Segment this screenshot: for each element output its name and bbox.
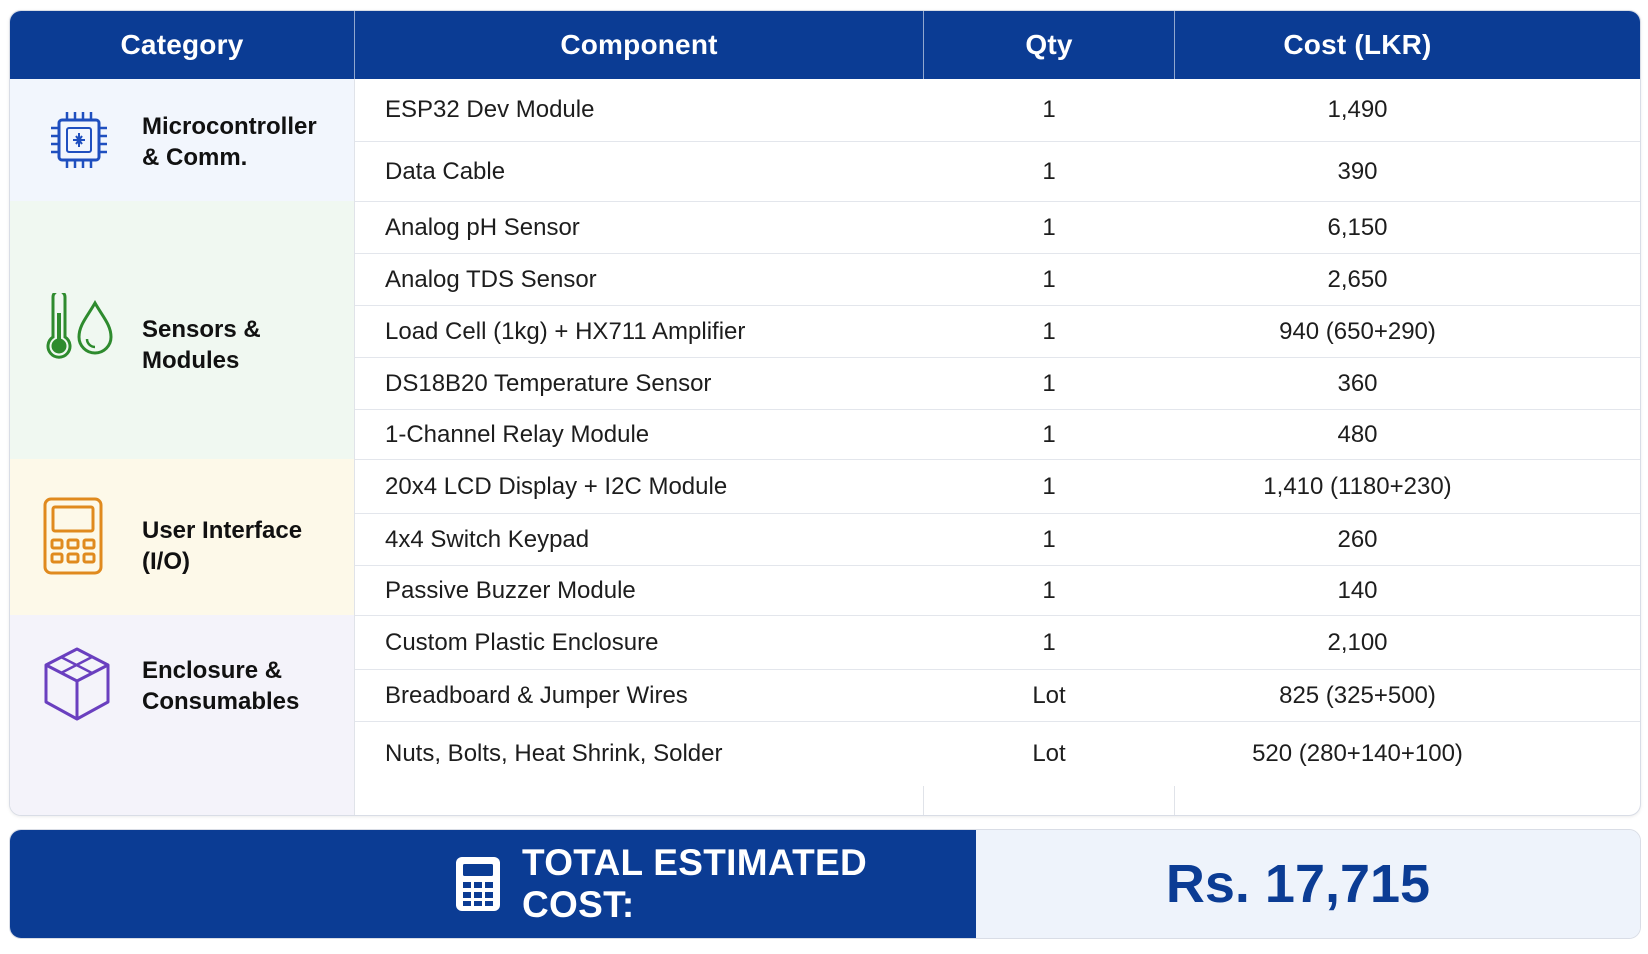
cost-cell: 6,150 [1327, 214, 1388, 241]
category-sensors: Sensors & Modules [10, 201, 354, 459]
table-row: Data Cable 1 390 [355, 141, 1640, 202]
cost-cell: 2,100 [1327, 629, 1388, 656]
total-value-panel: Rs. 17,715 [976, 830, 1640, 938]
component-cell: Passive Buzzer Module [385, 577, 636, 604]
qty-cell: 1 [1042, 526, 1056, 553]
qty-cell: 1 [1042, 96, 1056, 123]
table-row: 1-Channel Relay Module 1 480 [355, 409, 1640, 460]
qty-cell: 1 [1042, 421, 1056, 448]
category-label: User Interface (I/O) [142, 517, 303, 575]
component-cell: 20x4 LCD Display + I2C Module [385, 473, 728, 500]
cost-cell: 520 (280+140+100) [1252, 740, 1463, 767]
total-label: TOTAL ESTIMATED COST: [522, 842, 868, 925]
category-label: Enclosure & Consumables [142, 657, 300, 715]
qty-cell: 1 [1042, 370, 1056, 397]
cost-table: Category Component Qty Cost (LKR) Microc… [9, 10, 1641, 816]
component-cell: DS18B20 Temperature Sensor [385, 370, 712, 397]
cost-cell: 260 [1337, 526, 1378, 553]
component-cell: Analog TDS Sensor [385, 266, 597, 293]
category-microcontroller: Microcontroller & Comm. [10, 79, 354, 201]
qty-cell: 1 [1042, 266, 1056, 293]
category-user-interface: User Interface (I/O) [10, 459, 354, 615]
total-bar: TOTAL ESTIMATED COST: Rs. 17,715 [9, 829, 1641, 939]
component-cell: ESP32 Dev Module [385, 96, 595, 123]
component-cell: 4x4 Switch Keypad [385, 526, 590, 553]
table-row: Nuts, Bolts, Heat Shrink, Solder Lot 520 (… [355, 721, 1640, 786]
qty-cell: 1 [1042, 214, 1056, 241]
qty-cell: Lot [1032, 682, 1066, 709]
header-cost: Cost (LKR) [1283, 29, 1432, 60]
table-header: Category Component Qty Cost (LKR) [10, 11, 1640, 79]
component-cell: Data Cable [385, 158, 506, 185]
component-cell: Breadboard & Jumper Wires [385, 682, 688, 709]
qty-cell: 1 [1042, 158, 1056, 185]
calculator-icon [453, 855, 503, 913]
table-row: Custom Plastic Enclosure 1 2,100 [355, 615, 1640, 670]
cost-cell: 825 (325+500) [1279, 682, 1436, 709]
qty-cell: 1 [1042, 473, 1056, 500]
table-row: Breadboard & Jumper Wires Lot 825 (325+500… [355, 669, 1640, 722]
cost-cell: 940 (650+290) [1279, 318, 1436, 345]
component-cell: 1-Channel Relay Module [385, 421, 650, 448]
table-row: 4x4 Switch Keypad 1 260 [355, 513, 1640, 566]
microchip-icon [40, 101, 118, 179]
total-value: Rs. 17,715 [1165, 854, 1431, 914]
table-row: Passive Buzzer Module 1 140 [355, 565, 1640, 616]
cost-cell: 140 [1337, 577, 1378, 604]
qty-cell: 1 [1042, 577, 1056, 604]
cost-cell: 390 [1337, 158, 1378, 185]
thermometer-droplet-icon [40, 289, 118, 367]
qty-cell: 1 [1042, 318, 1056, 345]
cost-cell: 1,410 (1180+230) [1263, 473, 1452, 500]
category-label: Sensors & Modules [142, 316, 261, 374]
box-icon [38, 645, 116, 723]
header-category: Category [120, 29, 244, 60]
total-label-panel: TOTAL ESTIMATED COST: [10, 830, 976, 938]
cost-cell: 2,650 [1327, 266, 1388, 293]
table-row: Load Cell (1kg) + HX711 Amplifier 1 940 (6… [355, 305, 1640, 358]
header-component: Component [560, 29, 718, 60]
category-label: Microcontroller & Comm. [142, 113, 317, 171]
header-qty: Qty [1025, 29, 1073, 60]
cost-cell: 360 [1337, 370, 1378, 397]
qty-cell: 1 [1042, 629, 1056, 656]
cost-cell: 480 [1337, 421, 1378, 448]
component-cell: Nuts, Bolts, Heat Shrink, Solder [385, 740, 723, 767]
component-cell: Analog pH Sensor [385, 214, 580, 241]
keypad-icon [34, 497, 112, 575]
qty-cell: Lot [1032, 740, 1066, 767]
table-row: ESP32 Dev Module 1 1,490 [355, 79, 1640, 141]
table-row: DS18B20 Temperature Sensor 1 360 [355, 357, 1640, 410]
component-cell: Load Cell (1kg) + HX711 Amplifier [385, 318, 746, 345]
category-enclosure: Enclosure & Consumables [10, 615, 354, 815]
table-row: Analog pH Sensor 1 6,150 [355, 201, 1640, 254]
table-row: 20x4 LCD Display + I2C Module 1 1,410 (118… [355, 459, 1640, 514]
table-row: Analog TDS Sensor 1 2,650 [355, 253, 1640, 306]
component-cell: Custom Plastic Enclosure [385, 629, 659, 656]
cost-cell: 1,490 [1327, 96, 1388, 123]
